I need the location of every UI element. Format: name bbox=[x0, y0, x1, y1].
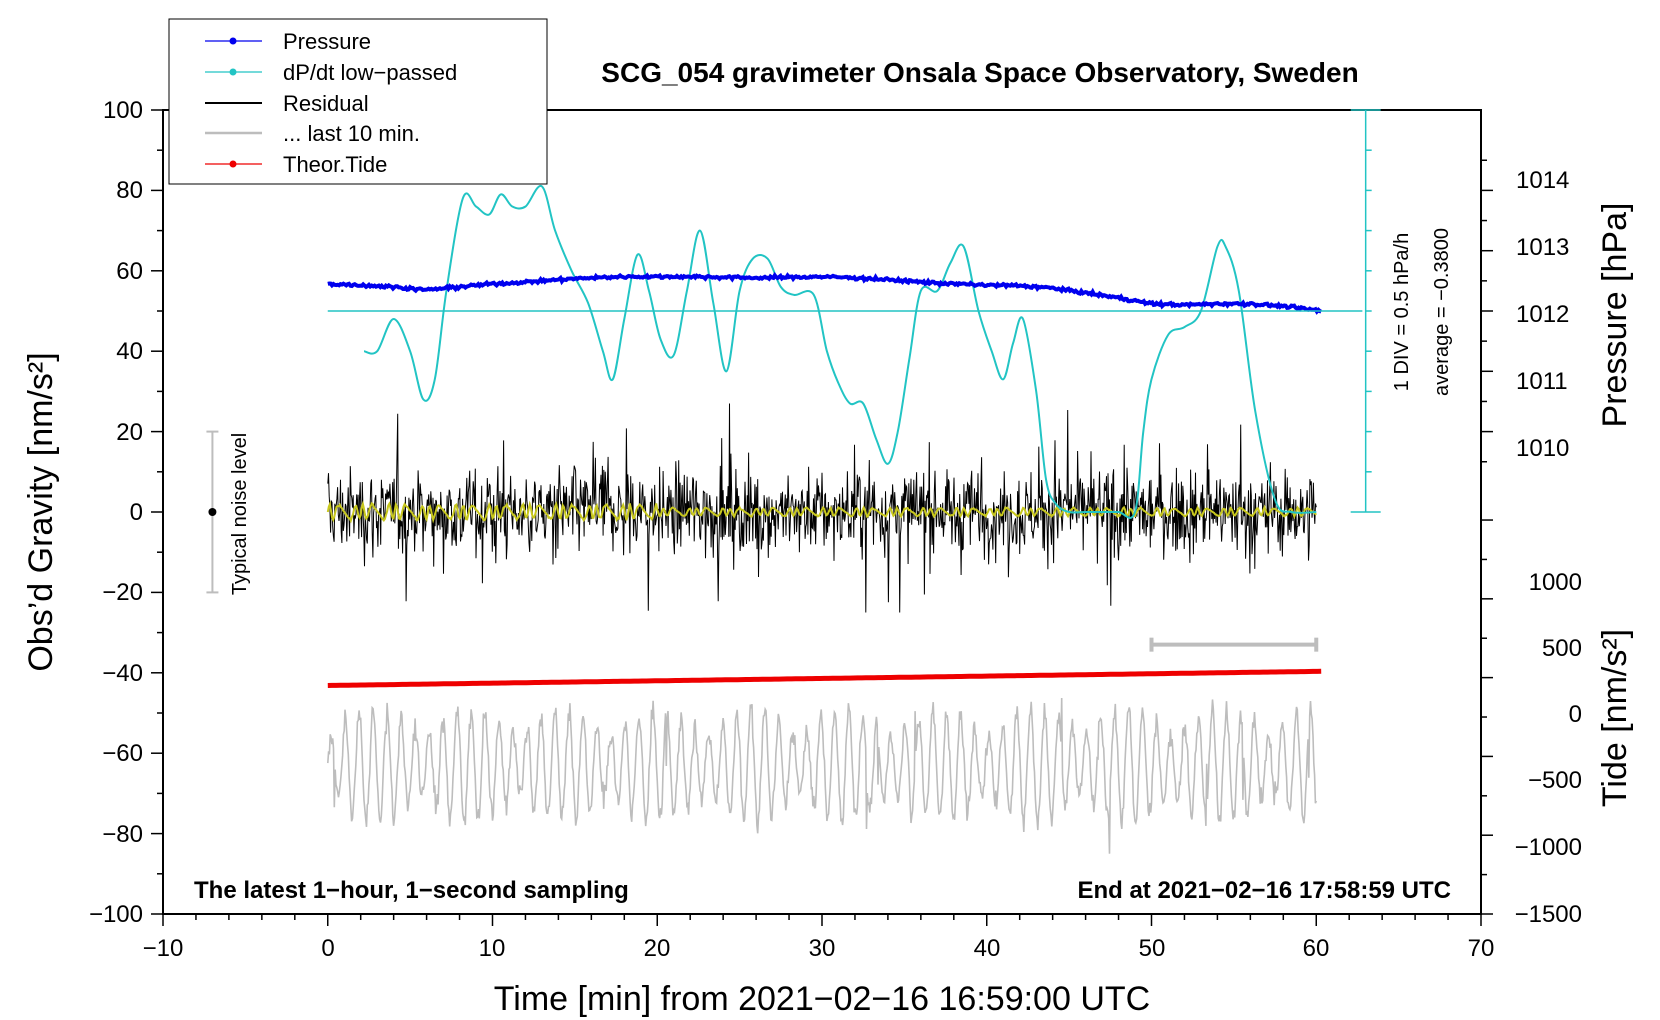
tide-tick-labels: 1000 500 0 −500 −1000 −1500 bbox=[1515, 569, 1582, 928]
legend-item-tide: Theor.Tide bbox=[205, 152, 387, 177]
y-tick-label: −40 bbox=[102, 660, 143, 687]
dpdt-series bbox=[363, 184, 1317, 519]
tide-tick-label: 500 bbox=[1542, 635, 1582, 662]
legend-label: Residual bbox=[283, 91, 369, 116]
y-axis-label-tide: Tide [nm/s²] bbox=[1596, 629, 1634, 807]
x-axis-label: Time [min] from 2021−02−16 16:59:00 UTC bbox=[494, 980, 1150, 1018]
y-tick-label: 60 bbox=[116, 258, 143, 285]
pressure-tick-label: 1011 bbox=[1516, 368, 1568, 395]
theoretical-tide-line bbox=[327, 668, 1322, 688]
divider-label: 1 DIV = 0.5 hPa/h bbox=[1391, 233, 1413, 391]
chart-annotations-graphics bbox=[206, 109, 1381, 652]
sampling-note: The latest 1−hour, 1−second sampling bbox=[194, 877, 629, 904]
x-tick-labels: −10 0 10 20 30 40 50 60 70 bbox=[143, 935, 1495, 962]
x-tick-label: 70 bbox=[1468, 935, 1495, 962]
dpdt-line bbox=[363, 184, 1317, 519]
tide-tick-label: 0 bbox=[1569, 701, 1582, 728]
legend-item-dpdt: dP/dt low−passed bbox=[205, 60, 457, 85]
legend-item-last10: ... last 10 min. bbox=[205, 121, 420, 146]
legend: Pressure dP/dt low−passed Residual ... l… bbox=[168, 18, 548, 185]
legend-marker bbox=[229, 160, 237, 168]
noise-level-label: Typical noise level bbox=[229, 433, 251, 595]
y-tick-label: 20 bbox=[116, 419, 143, 446]
x-tick-label: 30 bbox=[809, 935, 836, 962]
x-tick-label: 0 bbox=[321, 935, 334, 962]
tide-tick-label: 1000 bbox=[1529, 569, 1582, 596]
y-tick-labels-left: −100 −80 −60 −40 −20 0 20 40 60 80 100 bbox=[89, 97, 143, 928]
pressure-line bbox=[327, 271, 1322, 315]
y-tick-label: −60 bbox=[102, 740, 143, 767]
y-tick-label: −20 bbox=[102, 579, 143, 606]
x-tick-label: 10 bbox=[479, 935, 506, 962]
y-tick-label: 80 bbox=[116, 177, 143, 204]
pressure-tick-label: 1010 bbox=[1516, 435, 1569, 462]
residual-smoothed-line bbox=[326, 500, 1317, 524]
chart-title: SCG_054 gravimeter Onsala Space Observat… bbox=[601, 57, 1358, 88]
residual-line bbox=[327, 403, 1317, 613]
x-tick-label: 50 bbox=[1139, 935, 1166, 962]
legend-label: Pressure bbox=[283, 29, 371, 54]
axis-ticks bbox=[151, 109, 1493, 926]
last-10-min-line bbox=[327, 697, 1318, 854]
pressure-tick-label: 1014 bbox=[1516, 167, 1569, 194]
average-label: average = −0.3800 bbox=[1431, 228, 1453, 396]
y-tick-label: 40 bbox=[116, 338, 143, 365]
pressure-tick-labels: 1010 1011 1012 1013 1014 bbox=[1516, 167, 1569, 462]
tide-tick-label: −1500 bbox=[1515, 901, 1582, 928]
x-tick-label: 60 bbox=[1303, 935, 1330, 962]
y-tick-label: −100 bbox=[89, 901, 143, 928]
pressure-tick-label: 1012 bbox=[1516, 301, 1569, 328]
legend-marker bbox=[229, 37, 237, 45]
y-tick-label: −80 bbox=[102, 821, 143, 848]
x-tick-label: −10 bbox=[143, 935, 184, 962]
pressure-tick-label: 1013 bbox=[1516, 234, 1569, 261]
noise-bar-center bbox=[208, 508, 217, 516]
residual-smoothed-series bbox=[326, 500, 1317, 524]
end-time-note: End at 2021−02−16 17:58:59 UTC bbox=[1077, 877, 1451, 904]
legend-marker bbox=[229, 68, 237, 76]
y-axis-label-left: Obs’d Gravity [nm/s²] bbox=[22, 352, 60, 671]
x-tick-label: 20 bbox=[644, 935, 671, 962]
tide-tick-label: −1000 bbox=[1515, 834, 1582, 861]
legend-box bbox=[168, 18, 548, 185]
y-tick-label: 0 bbox=[130, 499, 143, 526]
legend-label: ... last 10 min. bbox=[283, 121, 420, 146]
y-tick-label: 100 bbox=[103, 97, 143, 124]
pressure-series bbox=[327, 271, 1322, 315]
legend-item-pressure: Pressure bbox=[205, 29, 371, 54]
residual-series bbox=[327, 403, 1317, 613]
y-axis-label-pressure: Pressure [hPa] bbox=[1596, 203, 1634, 428]
tide-tick-label: −500 bbox=[1528, 767, 1582, 794]
legend-item-residual: Residual bbox=[205, 91, 369, 116]
x-tick-label: 40 bbox=[974, 935, 1001, 962]
last-10-min-series bbox=[327, 697, 1318, 854]
legend-label: Theor.Tide bbox=[283, 152, 387, 177]
legend-label: dP/dt low−passed bbox=[283, 60, 457, 85]
theoretical-tide-series bbox=[327, 668, 1322, 688]
